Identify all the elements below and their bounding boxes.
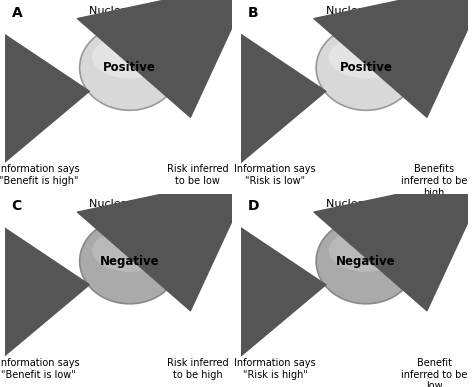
FancyArrowPatch shape (78, 0, 254, 117)
Text: A: A (11, 6, 22, 20)
Text: Nuclear Power: Nuclear Power (89, 6, 170, 16)
Text: Benefit
inferred to be
low: Benefit inferred to be low (401, 358, 467, 387)
FancyArrowPatch shape (0, 8, 89, 188)
Ellipse shape (92, 36, 167, 78)
Text: Risk inferred
to be low: Risk inferred to be low (167, 164, 228, 186)
Text: Positive: Positive (103, 61, 156, 74)
Text: Nuclear Power: Nuclear Power (326, 6, 406, 16)
FancyArrowPatch shape (201, 201, 326, 381)
Ellipse shape (329, 36, 403, 78)
FancyArrowPatch shape (314, 175, 473, 311)
Text: Information says
"Benefit is low": Information says "Benefit is low" (0, 358, 79, 380)
Text: Nuclear Power: Nuclear Power (89, 199, 170, 209)
Ellipse shape (316, 25, 416, 110)
FancyArrowPatch shape (201, 8, 326, 188)
Text: C: C (11, 199, 22, 213)
Text: Risk inferred
to be high: Risk inferred to be high (167, 358, 228, 380)
Text: Benefits
inferred to be
high: Benefits inferred to be high (401, 164, 467, 198)
Ellipse shape (79, 25, 180, 110)
Text: Information says
"Benefit is high": Information says "Benefit is high" (0, 164, 79, 186)
Text: Negative: Negative (336, 255, 396, 268)
Ellipse shape (329, 229, 403, 272)
Text: Nuclear Power: Nuclear Power (326, 199, 406, 209)
Text: D: D (248, 199, 260, 213)
Ellipse shape (79, 219, 180, 304)
FancyArrowPatch shape (0, 201, 89, 381)
Text: Positive: Positive (340, 61, 393, 74)
Ellipse shape (92, 229, 167, 272)
FancyArrowPatch shape (78, 175, 254, 311)
Text: B: B (248, 6, 259, 20)
FancyArrowPatch shape (314, 0, 473, 117)
Text: Information says
"Risk is low": Information says "Risk is low" (235, 164, 316, 186)
Text: Negative: Negative (100, 255, 159, 268)
Text: Information says
"Risk is high": Information says "Risk is high" (235, 358, 316, 380)
Ellipse shape (316, 219, 416, 304)
